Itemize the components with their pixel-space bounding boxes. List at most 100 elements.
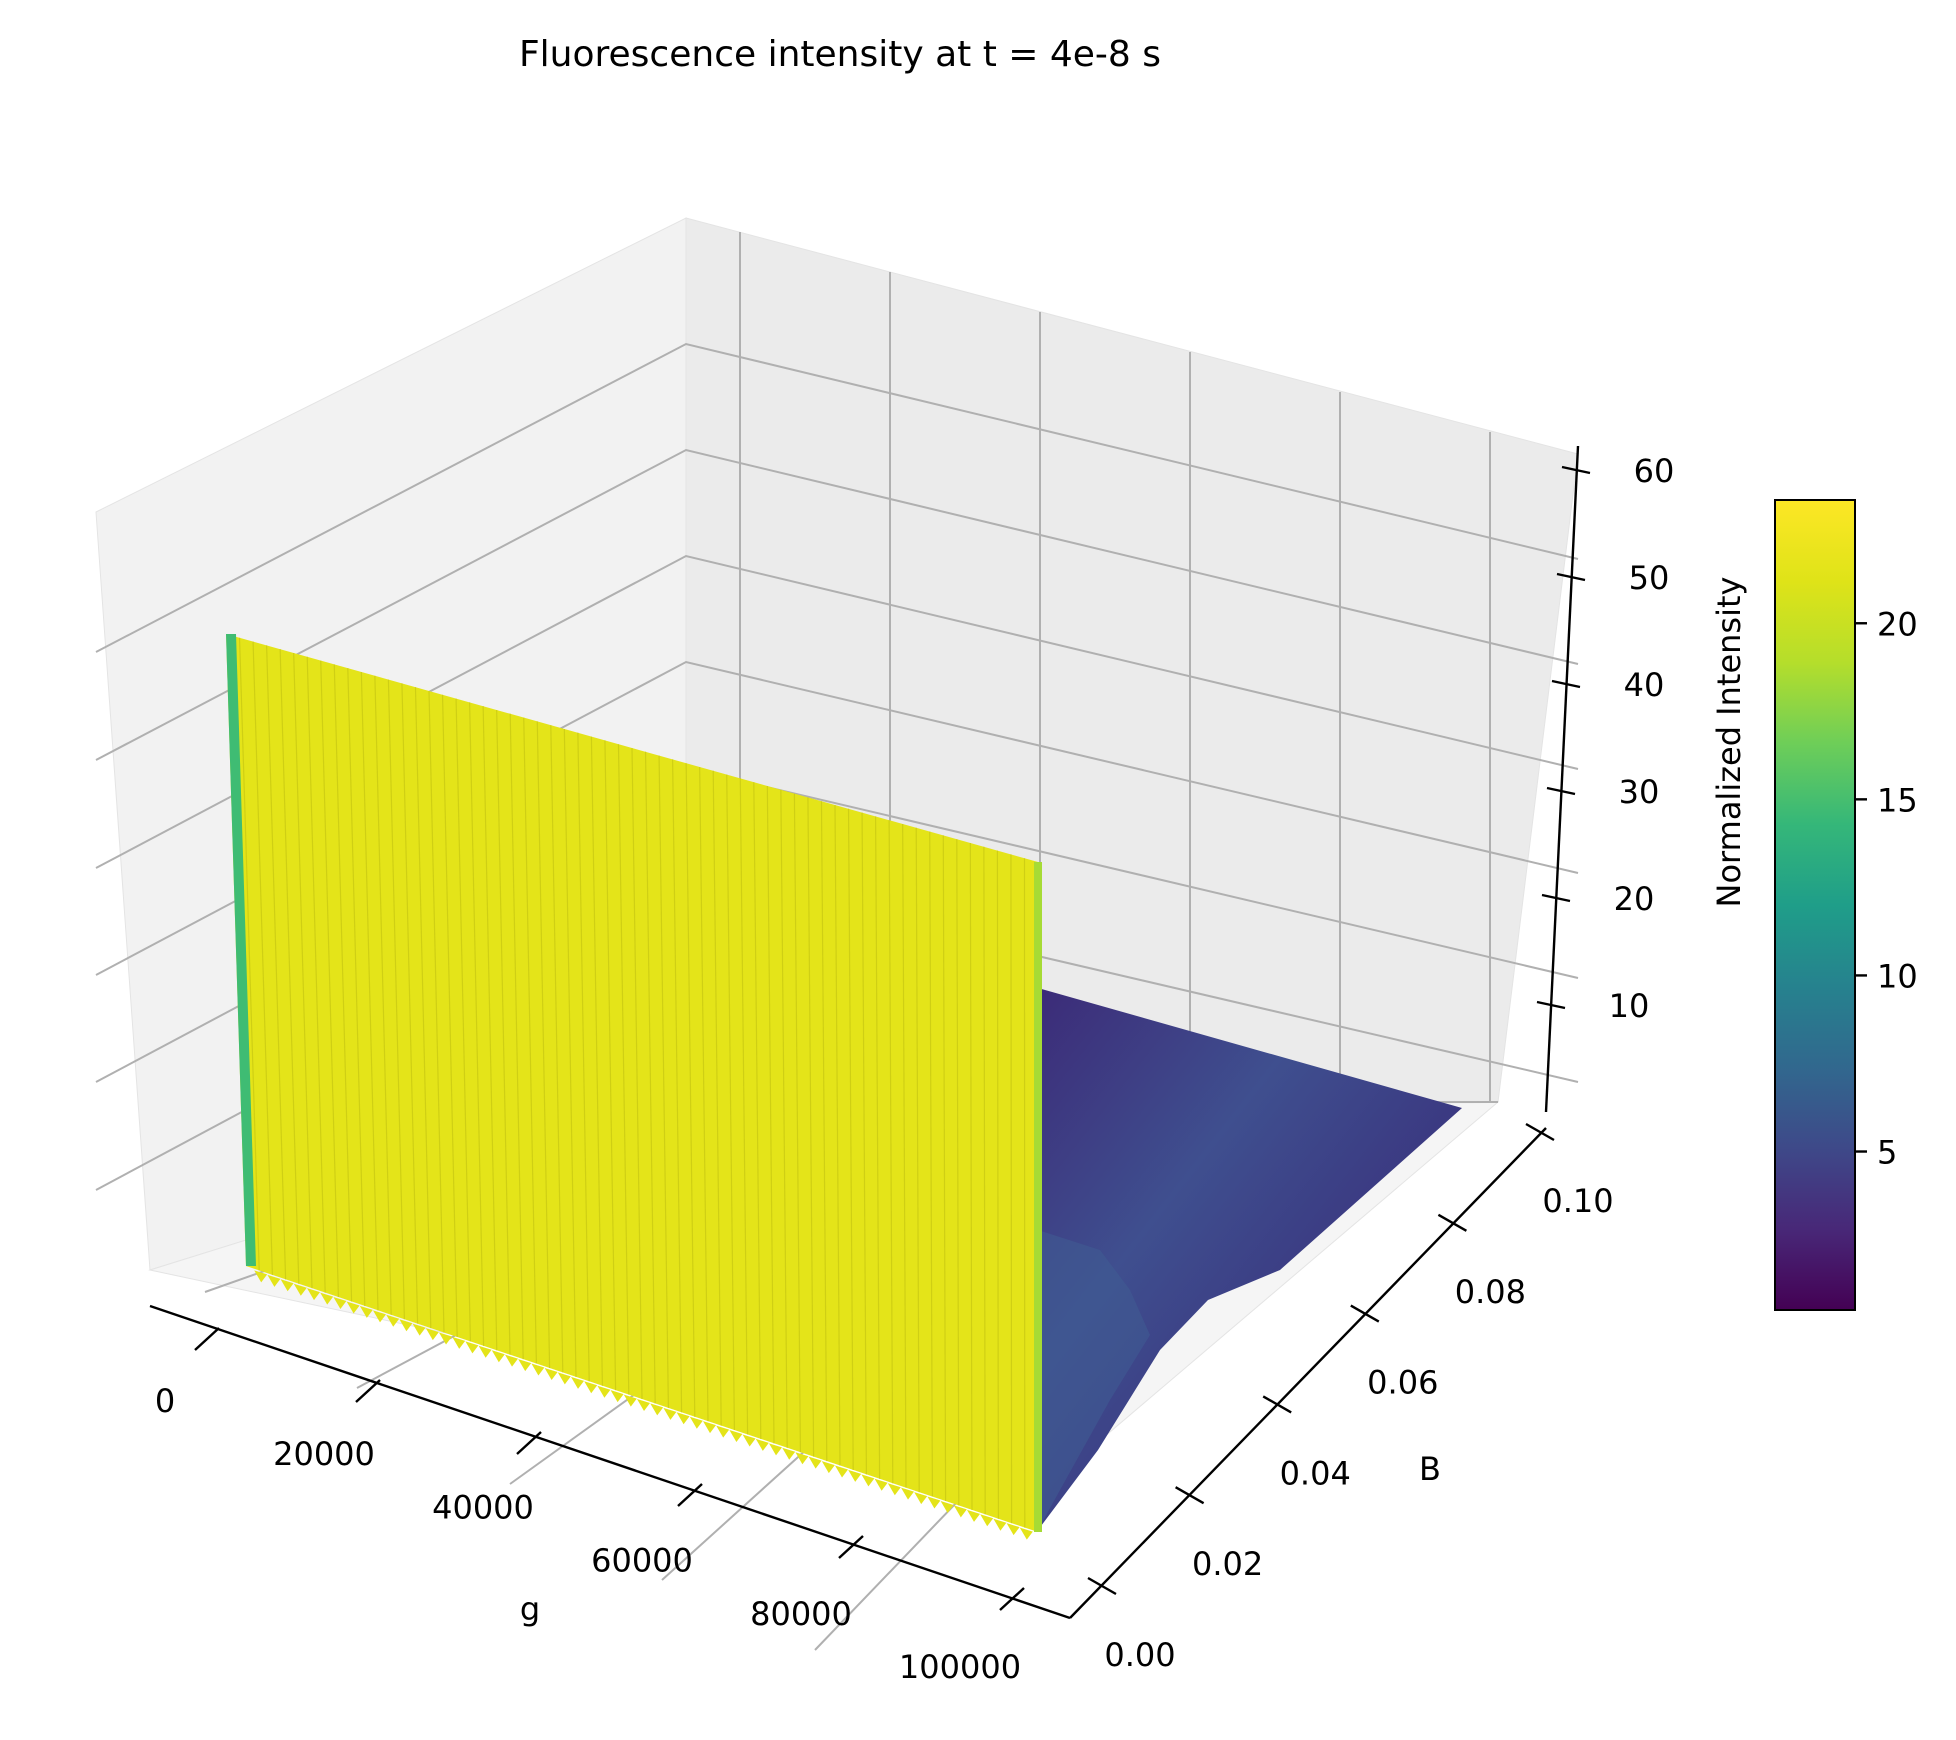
z-axis-ticks: 10 20 30 40 50 60 [1536,452,1675,1025]
wall-rib-tooth [320,1292,334,1305]
y-tick-label: 0.08 [1455,1273,1526,1311]
z-tick-mark [1541,893,1571,903]
wall-rib-tooth [491,1350,505,1363]
colorbar-tick-label: 15 [1877,781,1918,819]
wall-rib-tooth [610,1390,624,1403]
z-tick-label: 60 [1634,452,1675,490]
wall-rib [266,645,287,1280]
wall-rib-tooth [901,1487,914,1500]
z-tick-label: 50 [1629,559,1670,597]
wall-rib [320,660,339,1298]
wall-rib-tooth [478,1345,492,1358]
wall-rib [401,683,419,1324]
wall-rib [888,820,894,1484]
wall-rib-tooth [386,1314,400,1327]
wall-rib [252,641,273,1275]
wall-rib [577,732,590,1382]
wall-rib-tooth [703,1421,716,1434]
wall-rib-tooth [676,1412,690,1425]
wall-rib [563,728,577,1377]
wall-rib-tooth [571,1376,584,1389]
wall-rib [902,823,907,1488]
wall-rib [969,842,973,1510]
wall-rib [766,785,775,1444]
wall-rib-tooth [597,1385,611,1398]
wall-rib-tooth [821,1461,835,1474]
wall-rib [956,839,960,1506]
wall-rib [590,736,603,1386]
x-axis-line [149,1304,1071,1620]
wall-rib-tooth [980,1514,994,1527]
z-tick-mark [1561,465,1591,475]
wall-rib-tooth [584,1381,598,1394]
wall-rib [753,782,762,1439]
wall-rib-tooth [914,1492,928,1505]
wall-rib [874,816,881,1479]
wall-rib-tooth [465,1341,479,1354]
z-tick-label: 30 [1619,773,1660,811]
wall-rib [306,656,326,1293]
wall-rib-tooth [848,1469,862,1482]
wall-rib [496,709,511,1355]
x-tick-mark [355,1379,381,1403]
chart-title: Fluorescence intensity at t = 4e-8 s [519,34,1161,75]
y-tick-label: 0.00 [1104,1636,1175,1674]
y-tick-label: 0.04 [1280,1454,1351,1492]
wall-rib-tooth [531,1363,545,1376]
wall-rib [672,759,683,1413]
wall-rib [238,637,260,1271]
x-axis-label: g [520,1590,540,1628]
wall-rib [983,846,986,1515]
wall-rib [374,675,392,1315]
wall-rib [726,774,735,1431]
z-axis-line [1544,445,1580,1113]
y-tick-mark [1350,1304,1380,1323]
y-axis-line [1069,1127,1547,1619]
wall-rib [712,770,722,1426]
wall-rib-tooth [887,1483,901,1496]
y-axis-ticks: 0.00 0.02 0.04 0.06 0.08 0.10 [1087,1122,1614,1674]
wall-rib-tooth [861,1474,875,1487]
wall-rib-tooth [1019,1527,1033,1540]
wall-rib-tooth [333,1297,347,1310]
x-axis-ticks: 0 20000 40000 60000 80000 100000 [155,1327,1025,1686]
wall-rib [414,687,432,1329]
wall-rib [942,835,947,1501]
wall-rib-tooth [993,1518,1007,1531]
wall-rib-tooth [307,1288,320,1301]
wall-rib [604,740,617,1391]
x-tick-mark [194,1327,220,1351]
wall-rib [455,698,471,1342]
z-tick-label: 40 [1624,666,1665,704]
wall-rib [360,671,379,1311]
wall-rib [861,812,868,1475]
y-tick-label: 0.10 [1542,1182,1613,1220]
wall-rib-tooth [373,1310,386,1323]
wall-rib [685,763,696,1417]
wall-rib [834,804,841,1466]
wall-rib [739,778,749,1435]
wall-rib [333,664,353,1302]
wall-rib [915,827,920,1493]
wall-rib-tooth [293,1283,307,1296]
wall-rib [793,793,801,1453]
wall-rib-tooth [874,1478,888,1491]
x-tick-mark [999,1587,1025,1611]
x-tick-label: 80000 [750,1595,852,1633]
wall-rib [347,668,366,1306]
y-axis-label: B [1419,1450,1441,1488]
surface-floor-lowB-ridge [1038,1230,1150,1530]
wall-rib [550,725,564,1373]
surface-floor [1038,988,1462,1530]
wall-rib-tooth [729,1430,743,1443]
wall-rib-tooth [940,1500,954,1513]
wall-rib-tooth [663,1407,677,1420]
y-tick-mark [1087,1576,1117,1596]
y-tick-mark [1437,1213,1467,1232]
y-tick-label: 0.06 [1367,1364,1438,1402]
wall-rib-tooth [399,1319,413,1332]
wall-rib [658,755,669,1408]
wall-rib [617,744,630,1395]
wall-rib [293,652,313,1289]
